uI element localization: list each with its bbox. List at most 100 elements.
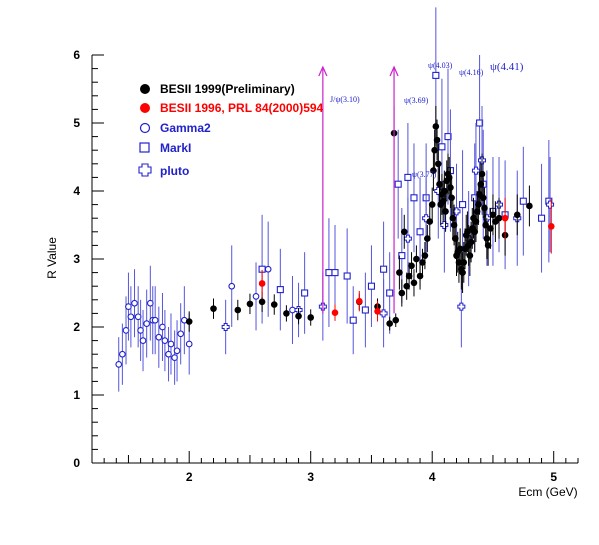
data-point [374, 308, 381, 315]
data-point [483, 235, 491, 242]
data-point [433, 136, 441, 144]
data-point [403, 234, 412, 243]
x-tick-label: 2 [186, 470, 193, 484]
data-point [460, 259, 468, 266]
y-tick-label: 2 [73, 320, 80, 334]
data-point [457, 302, 466, 311]
data-point [484, 242, 492, 249]
data-point [119, 350, 126, 358]
data-point [404, 173, 412, 181]
y-tick-label: 3 [73, 252, 80, 266]
data-point [252, 293, 260, 300]
resonance-arrowhead [389, 65, 399, 77]
data-point [405, 272, 413, 280]
data-point [228, 282, 236, 290]
data-point [143, 320, 151, 327]
data-point [177, 330, 185, 338]
resonance-label: ψ(4.03) [428, 61, 453, 70]
data-point [155, 333, 163, 341]
data-point [386, 289, 394, 297]
data-point [471, 166, 480, 175]
data-point [513, 211, 521, 219]
legend-label-besii1996: BESII 1996, PRL 84(2000)594 [160, 101, 324, 115]
data-point [467, 238, 475, 246]
data-point [400, 228, 408, 236]
resonance-label: ψ(3.77) [412, 170, 437, 179]
resonance-annotations: J/ψ(3.10) ψ(3.69) ψ(3.77) ψ(4.03) ψ(4.16) ψ(4… [318, 61, 524, 314]
data-point [459, 269, 466, 276]
data-point [410, 279, 418, 287]
data-point [426, 218, 434, 225]
data-point [447, 184, 454, 191]
data-point [432, 123, 440, 130]
data-point [459, 201, 467, 209]
legend-marker-marki [139, 142, 150, 153]
data-point [234, 306, 242, 314]
x-tick-label: 4 [429, 470, 436, 484]
data-point [367, 282, 376, 290]
data-point [246, 300, 254, 308]
data-point [432, 71, 440, 79]
data-point [380, 265, 388, 273]
data-point [270, 301, 278, 308]
y-tick-label: 1 [73, 388, 80, 402]
data-point [283, 310, 290, 317]
data-point [413, 255, 420, 263]
data-point [444, 133, 452, 141]
x-tick-label: 5 [550, 470, 557, 484]
data-point [210, 305, 217, 312]
data-point [466, 252, 474, 259]
data-point [349, 316, 357, 324]
data-point [479, 194, 487, 202]
resonance-arrowhead [318, 65, 328, 77]
data-point [419, 259, 426, 266]
data-point [398, 252, 406, 260]
data-point [115, 361, 123, 368]
data-point [450, 221, 458, 229]
data-point [185, 340, 193, 348]
data-point [289, 306, 296, 314]
resonance-label: ψ(4.16) [459, 68, 484, 77]
data-point [276, 286, 284, 294]
data-point [431, 146, 438, 154]
data-point [221, 323, 230, 331]
data-point [448, 194, 455, 202]
axes: 0 1 2 3 4 5 6 2 3 4 5 [73, 48, 579, 484]
y-tick-label: 4 [73, 184, 80, 198]
data-point [519, 197, 527, 205]
data-point [379, 309, 388, 318]
data-point [398, 289, 406, 297]
data-point [127, 313, 135, 321]
legend: BESII 1999(Preliminary) BESII 1996, PRL … [138, 82, 324, 178]
data-point [325, 269, 333, 277]
legend-label-gamma2: Gamma2 [160, 121, 211, 135]
x-axis-label: Ecm (GeV) [518, 485, 577, 499]
data-point [416, 272, 424, 280]
x-tick-label: 3 [307, 470, 314, 484]
legend-marker-besii1999 [140, 84, 150, 94]
data-point [495, 214, 503, 222]
data-point [424, 235, 431, 242]
data-point [161, 337, 169, 344]
data-point [151, 316, 159, 324]
data-point [185, 318, 193, 325]
data-point [438, 143, 446, 151]
data-point [307, 314, 315, 321]
legend-label-besii1999: BESII 1999(Preliminary) [160, 82, 295, 96]
data-point [501, 214, 509, 222]
data-point [408, 262, 415, 270]
data-point [547, 223, 555, 230]
data-point [396, 269, 403, 276]
data-point [537, 214, 546, 222]
data-point [331, 309, 339, 317]
data-point [416, 228, 424, 236]
data-point [434, 160, 442, 168]
data-point [331, 269, 339, 277]
data-point [392, 316, 400, 324]
data-point [442, 208, 449, 215]
y-axis-label: R Value [45, 237, 59, 279]
data-point [139, 337, 147, 344]
data-point [410, 194, 418, 202]
data-point [478, 170, 486, 178]
